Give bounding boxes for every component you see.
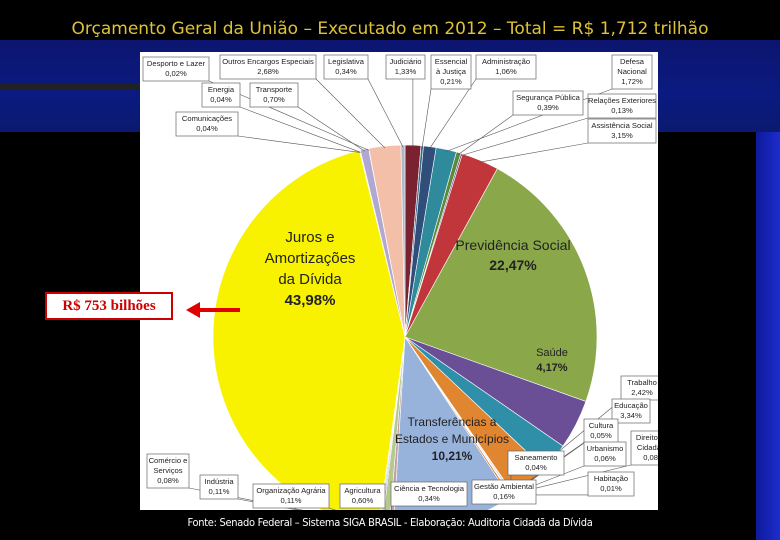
leader-assistencia-social <box>479 142 589 163</box>
callout-saneamento: Saneamento 0,04% <box>507 450 565 476</box>
slide-title: Orçamento Geral da União – Executado em … <box>71 19 709 39</box>
callout-trabalho: Trabalho 2,42% <box>620 375 658 401</box>
callout-legislativa: Legislativa 0,34% <box>323 54 369 80</box>
leader-outros-encargos-especiais <box>315 78 386 149</box>
leader-seguranca-publica <box>458 114 514 155</box>
leader-comunicacoes <box>237 135 361 153</box>
pie-chart: Juros e Amortizações da Dívida 43,98% Previd… <box>142 54 658 510</box>
leader-energia <box>239 106 361 153</box>
leader-essencial-a-justica <box>421 88 432 148</box>
leader-administracao <box>429 78 477 149</box>
callout-essencial-a-justica: Essencial à Justiça 0,21% <box>430 54 472 90</box>
callout-relacoes-exteriores: Relações Exteriores 0,13% <box>587 93 657 119</box>
callout-industria: Indústria 0,11% <box>199 474 239 500</box>
header-band <box>0 0 780 40</box>
callout-ciencia-e-tecnologia: Ciência e Tecnologia 0,34% <box>390 481 468 507</box>
callout-agricultura: Agricultura 0,60% <box>339 483 386 509</box>
callout-defesa-nacional: Defesa Nacional 1,72% <box>611 54 653 90</box>
inside-label-saude: Saúde 4,17% <box>536 347 568 374</box>
callout-direitos-da-cidadania: Direitos daCidadania0,08% <box>630 430 658 466</box>
callout-cultura: Cultura 0,05% <box>583 418 619 444</box>
callout-comunicacoes: Comunicações 0,04% <box>175 111 239 137</box>
inside-label-previdencia-social: Previdência Social 22,47% <box>455 237 570 273</box>
callout-gestao-ambiental: Gestão Ambiental 0,16% <box>471 479 537 505</box>
right-pillar <box>756 132 780 540</box>
inside-label-transferencias-a-estados-e-municipios: Transferências a Estados e Municípios 10,2… <box>395 415 509 463</box>
callout-organizacao-agraria: Organização Agrária 0,11% <box>252 483 330 509</box>
callout-judiciario: Judiciário 1,33% <box>385 54 426 80</box>
callout-educacao: Educação 3,34% <box>611 398 651 424</box>
debt-value-callout: R$ 753 bilhões <box>45 292 173 320</box>
callout-desporto-e-lazer: Desporto e Lazer 0,02% <box>142 56 210 82</box>
callout-comercio-e-servicos: Comércio e Serviços 0,08% <box>146 453 190 489</box>
callout-habitacao: Habitação 0,01% <box>587 471 635 497</box>
callout-transporte: Transporte 0,70% <box>249 82 299 108</box>
source-note: Fonte: Senado Federal – Sistema SIGA BRA… <box>187 516 593 529</box>
slice-previdencia-social <box>404 168 598 402</box>
callout-energia: Energia 0,04% <box>201 82 241 108</box>
callout-seguranca-publica: Segurança Pública 0,39% <box>512 90 584 116</box>
chart-panel: Juros e Amortizações da Dívida 43,98% Previd… <box>140 52 658 510</box>
leader-legislativa <box>367 78 404 148</box>
callout-labels: Desporto e Lazer 0,02% Outros Encargos Esp… <box>142 54 658 509</box>
leader-relacoes-exteriores <box>461 117 589 156</box>
arrow-left-icon <box>186 302 240 318</box>
inside-label-juros-e-amortizacoes-da-divida: Juros e Amortizações da Dívida 43,98% <box>265 229 356 309</box>
callout-assistencia-social: Assistência Social 3,15% <box>587 118 657 144</box>
callout-administracao: Administração 1,06% <box>475 54 537 80</box>
leader-transporte <box>297 106 366 152</box>
svg-text:Direitos daCidadania0,08%: Direitos daCidadania0,08% <box>636 433 658 462</box>
leader-defesa-nacional <box>445 88 613 152</box>
callout-urbanismo: Urbanismo 0,06% <box>583 441 627 467</box>
callout-outros-encargos-especiais: Outros Encargos Especiais 2,68% <box>219 54 317 80</box>
slice-legislativa <box>400 144 406 338</box>
decor-stripe <box>0 84 160 89</box>
inside-labels: Juros e Amortizações da Dívida 43,98% Previd… <box>265 229 571 463</box>
